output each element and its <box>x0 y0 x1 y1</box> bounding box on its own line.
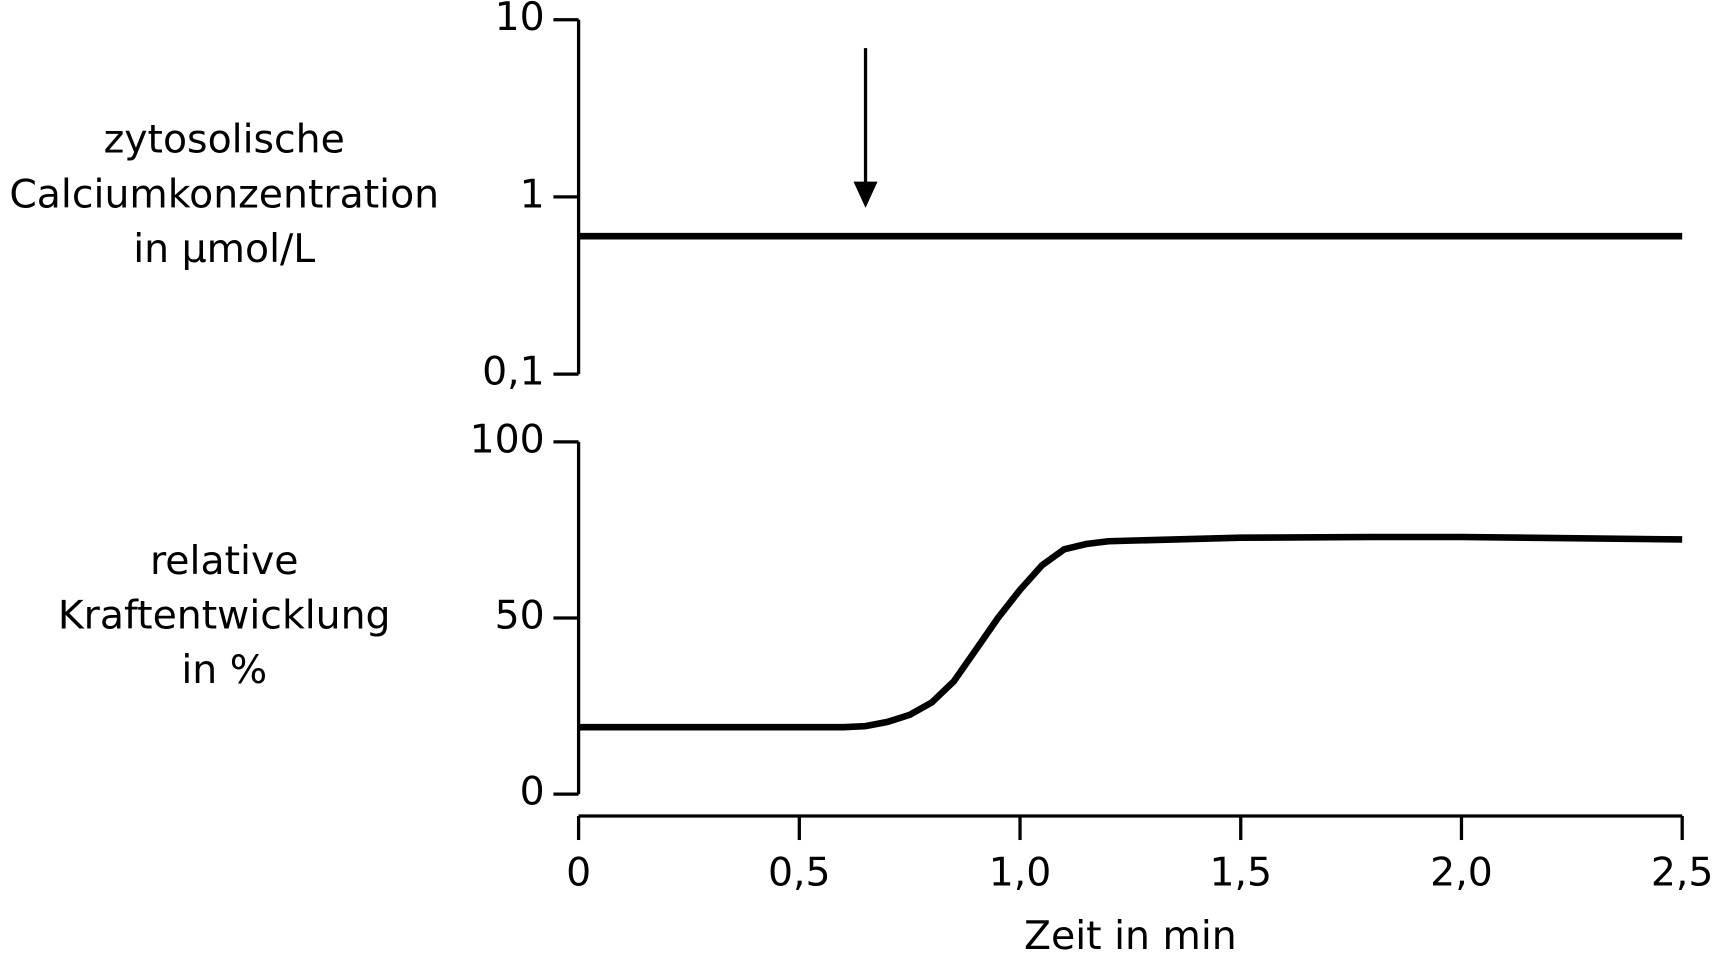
arrow-head <box>853 181 878 208</box>
x-tick-label: 1,5 <box>1209 850 1272 896</box>
y-tick-label: 1 <box>520 171 545 217</box>
x-tick-label: 1,0 <box>989 850 1052 896</box>
y-axis-label: Kraftentwicklung <box>58 593 391 639</box>
y-tick-label: 100 <box>470 416 545 462</box>
x-tick-label: 0,5 <box>768 850 831 896</box>
y-tick-label: 0 <box>520 769 545 815</box>
x-axis-label: Zeit in min <box>1024 913 1237 956</box>
y-axis-label: in µmol/L <box>133 226 315 272</box>
y-axis-label: relative <box>150 538 298 584</box>
x-tick-label: 0 <box>566 850 591 896</box>
y-tick-label: 10 <box>495 0 545 40</box>
y-axis-label: in % <box>181 647 267 693</box>
x-tick-label: 2,0 <box>1430 850 1493 896</box>
y-tick-label: 50 <box>495 593 545 639</box>
data-line <box>578 533 1683 731</box>
y-tick-label: 0,1 <box>482 349 545 395</box>
y-axis-label: Calciumkonzentration <box>9 171 439 217</box>
x-tick-label: 2,5 <box>1651 850 1714 896</box>
y-axis-label: zytosolische <box>104 117 345 163</box>
